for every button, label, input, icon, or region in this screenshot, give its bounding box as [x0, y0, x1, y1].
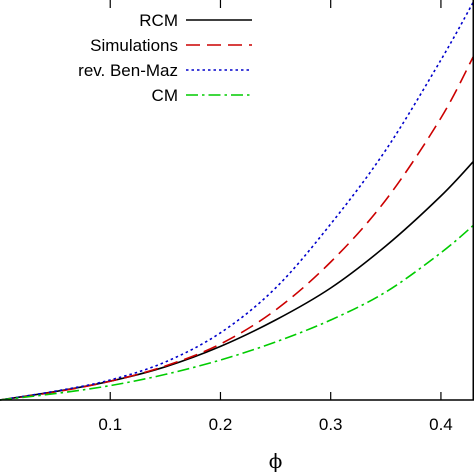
x-axis-label: ϕ	[269, 449, 283, 473]
series-line-cm	[0, 224, 474, 401]
legend-label: RCM	[139, 11, 178, 30]
legend-label: Simulations	[90, 36, 178, 55]
x-tick-label: 0.1	[98, 415, 122, 434]
legend-label: rev. Ben-Maz	[78, 61, 178, 80]
series-line-simulations	[0, 54, 474, 401]
series-line-rev-ben-maz	[0, 0, 474, 401]
legend: RCM Simulations rev. Ben-Maz CM	[78, 11, 252, 105]
x-tick-label: 0.4	[429, 415, 453, 434]
x-tick-label: 0.2	[209, 415, 233, 434]
x-axis-ticks: 0.1 0.2 0.3 0.4	[98, 0, 453, 434]
series-line-rcm	[0, 160, 474, 401]
legend-label: CM	[152, 86, 178, 105]
x-tick-label: 0.3	[319, 415, 343, 434]
series-layer	[0, 0, 474, 401]
